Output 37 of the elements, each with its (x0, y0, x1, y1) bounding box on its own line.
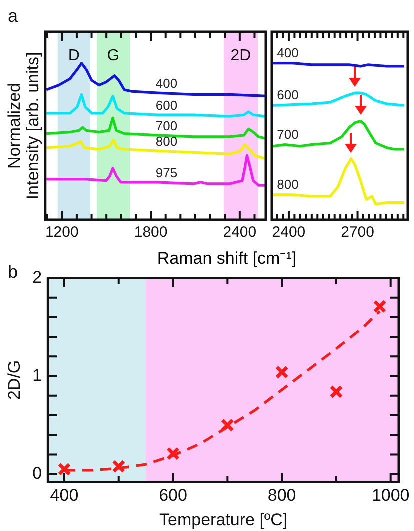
point (275, 366, 289, 380)
x-tick-label: 1000 (372, 486, 410, 506)
x-axis-title: Temperature [ºC] (160, 510, 288, 530)
x-tick-label: 1800 (134, 224, 168, 242)
band-label: 2D (230, 47, 252, 64)
point (112, 460, 126, 474)
x-axis-title: Raman shift [cm⁻¹] (157, 249, 297, 268)
x-tick-label: 2700 (341, 224, 374, 242)
x-tick-label: 2400 (223, 224, 257, 242)
series-label: 800 (156, 134, 178, 150)
point (373, 300, 387, 314)
y-tick-label: 2 (32, 268, 42, 287)
series-label: 400 (156, 76, 178, 92)
y-tick-label: 0 (32, 464, 42, 484)
point (220, 418, 234, 432)
series-label: 700 (277, 126, 299, 142)
point (166, 447, 180, 460)
chart-title: a (8, 6, 19, 26)
series-label: 975 (156, 165, 178, 180)
series-label: 600 (277, 88, 299, 103)
series-label: 400 (277, 45, 299, 60)
x-tick-label: 1200 (45, 224, 79, 242)
y-axis-title: Normalized Intensity [arb. units] (5, 52, 43, 200)
chart-title: b (8, 262, 18, 282)
x-tick-label: 600 (159, 486, 188, 506)
series-label: 700 (156, 118, 178, 134)
x-tick-label: 2400 (272, 224, 306, 242)
y-tick-label: 1 (32, 366, 42, 385)
y-axis-title: 2D/G (5, 360, 24, 400)
series-label: 800 (277, 177, 299, 192)
band-label: G (107, 47, 120, 64)
series-label: 600 (156, 98, 178, 114)
point (330, 385, 344, 399)
point (58, 462, 72, 476)
band-label: D (68, 47, 80, 64)
x-tick-label: 400 (50, 486, 79, 506)
x-tick-label: 800 (268, 486, 296, 506)
